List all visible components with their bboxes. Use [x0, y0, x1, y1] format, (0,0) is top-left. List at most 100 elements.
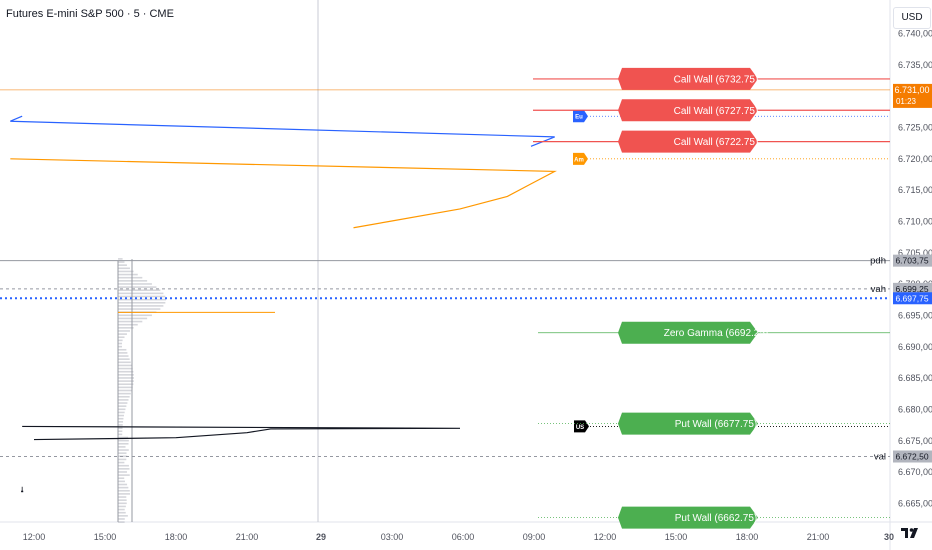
volume-profile-bar	[118, 330, 130, 332]
time-tick-label: 12:00	[594, 532, 617, 542]
price-tick-label: 6.670,00	[898, 467, 932, 477]
volume-profile-bar	[118, 302, 165, 304]
volume-profile-bar	[118, 296, 165, 298]
price-tick-label: 6.715,00	[898, 185, 932, 195]
volume-profile-bar	[118, 490, 130, 492]
session-marker-eu: Eu	[573, 110, 588, 122]
volume-profile-bar	[118, 440, 129, 442]
volume-profile-bar	[118, 518, 125, 520]
session-marker-am: Am	[573, 153, 588, 165]
volume-profile-bar	[118, 315, 152, 317]
price-tick-label: 6.735,00	[898, 60, 932, 70]
volume-profile-bar	[118, 506, 126, 508]
price-tag: 6.672,50	[893, 451, 932, 463]
volume-profile-bar	[118, 462, 124, 464]
vwap-us-line	[22, 426, 460, 439]
time-tick-label: 09:00	[523, 532, 546, 542]
volume-profile-bar	[118, 474, 130, 476]
volume-profile-bar	[118, 424, 123, 426]
volume-profile-bar	[118, 305, 163, 307]
volume-profile-bar	[118, 499, 127, 501]
volume-profile-bar	[118, 477, 124, 479]
time-tick-label: 30	[884, 532, 894, 542]
volume-profile-bar	[118, 289, 160, 291]
level-name-vah: vah	[871, 284, 886, 295]
volume-profile-bar	[118, 336, 124, 338]
volume-profile-bar	[118, 465, 129, 467]
level-label-text: Call Wall (6722.75)	[674, 137, 759, 148]
time-tick-label: 29	[316, 532, 326, 542]
candles	[21, 487, 23, 492]
level-label-call: Call Wall (6727.75)	[618, 99, 758, 121]
volume-profile-bar	[118, 503, 127, 505]
volume-profile-bar	[118, 446, 126, 448]
price-tag-text: 6.672,50	[895, 452, 928, 462]
volume-profile-bar	[118, 261, 124, 263]
volume-profile-bar	[118, 374, 134, 376]
level-label-zero: Zero Gamma (6692.25)	[618, 322, 768, 344]
volume-profile-bar	[118, 321, 142, 323]
session-marker-us: US	[574, 420, 589, 432]
price-tag: 6.703,75	[893, 255, 932, 267]
price-tag: 6.697,75	[893, 292, 932, 304]
volume-profile-bar	[118, 484, 127, 486]
level-name-pdh: pdh	[870, 256, 886, 267]
volume-profile-bar	[118, 449, 129, 451]
volume-profile-bar	[118, 286, 156, 288]
volume-profile-bar	[118, 409, 125, 411]
volume-profile-bar	[118, 343, 122, 345]
time-tick-label: 15:00	[94, 532, 117, 542]
level-label-text: Put Wall (6662.75)	[675, 513, 757, 524]
countdown-text: 01:23	[896, 97, 917, 106]
last-price-tag: 6.731,00 01:23	[893, 84, 932, 108]
volume-profile-bar	[118, 418, 123, 420]
price-tick-label: 6.740,00	[898, 29, 932, 39]
volume-profile-bar	[118, 396, 130, 398]
volume-profile-bar	[118, 327, 134, 329]
time-tick-label: 12:00	[23, 532, 46, 542]
level-label-text: Call Wall (6727.75)	[674, 106, 759, 117]
volume-profile-bar	[118, 487, 128, 489]
volume-profile-bar	[118, 434, 122, 436]
volume-profile-bar	[118, 283, 152, 285]
time-tick-label: 03:00	[381, 532, 404, 542]
volume-profile-bar	[118, 362, 131, 364]
price-tick-label: 6.680,00	[898, 405, 932, 415]
volume-profile-bar	[118, 481, 125, 483]
time-tick-label: 21:00	[807, 532, 830, 542]
volume-profile-bar	[118, 399, 129, 401]
time-tick-label: 18:00	[165, 532, 188, 542]
level-label-put: Put Wall (6677.75)	[618, 413, 758, 435]
price-tick-label: 6.665,00	[898, 499, 932, 509]
volume-profile-bar	[118, 452, 126, 454]
volume-profile-bar	[118, 277, 142, 279]
volume-profile-bar	[118, 274, 138, 276]
volume-profile-bar	[118, 421, 123, 423]
volume-profile-bar	[118, 427, 122, 429]
candle-body	[21, 491, 23, 492]
volume-profile-bar	[118, 280, 147, 282]
volume-profile-bar	[118, 468, 130, 470]
time-tick-label: 06:00	[452, 532, 475, 542]
volume-profile-bar	[118, 346, 122, 348]
symbol-title: Futures E-mini S&P 500 · 5 · CME	[6, 8, 174, 20]
volume-profile-bar	[118, 459, 126, 461]
volume-profile-bar	[118, 371, 133, 373]
price-tick-label: 6.710,00	[898, 217, 932, 227]
level-label-text: Zero Gamma (6692.25)	[664, 328, 769, 339]
volume-profile-bar	[118, 365, 132, 367]
volume-profile-bar	[118, 358, 130, 360]
price-tag-text: 6.703,75	[895, 256, 928, 266]
level-name-val: val	[874, 452, 886, 463]
volume-profile-bar	[118, 383, 133, 385]
volume-profile-bar	[118, 387, 133, 389]
time-tick-label: 21:00	[236, 532, 259, 542]
tradingview-logo-icon	[900, 526, 922, 540]
currency-button[interactable]: USD	[893, 7, 931, 29]
volume-profile-bar	[118, 368, 133, 370]
price-tick-label: 6.695,00	[898, 311, 932, 321]
time-tick-label: 15:00	[665, 532, 688, 542]
price-tick-label: 6.720,00	[898, 154, 932, 164]
